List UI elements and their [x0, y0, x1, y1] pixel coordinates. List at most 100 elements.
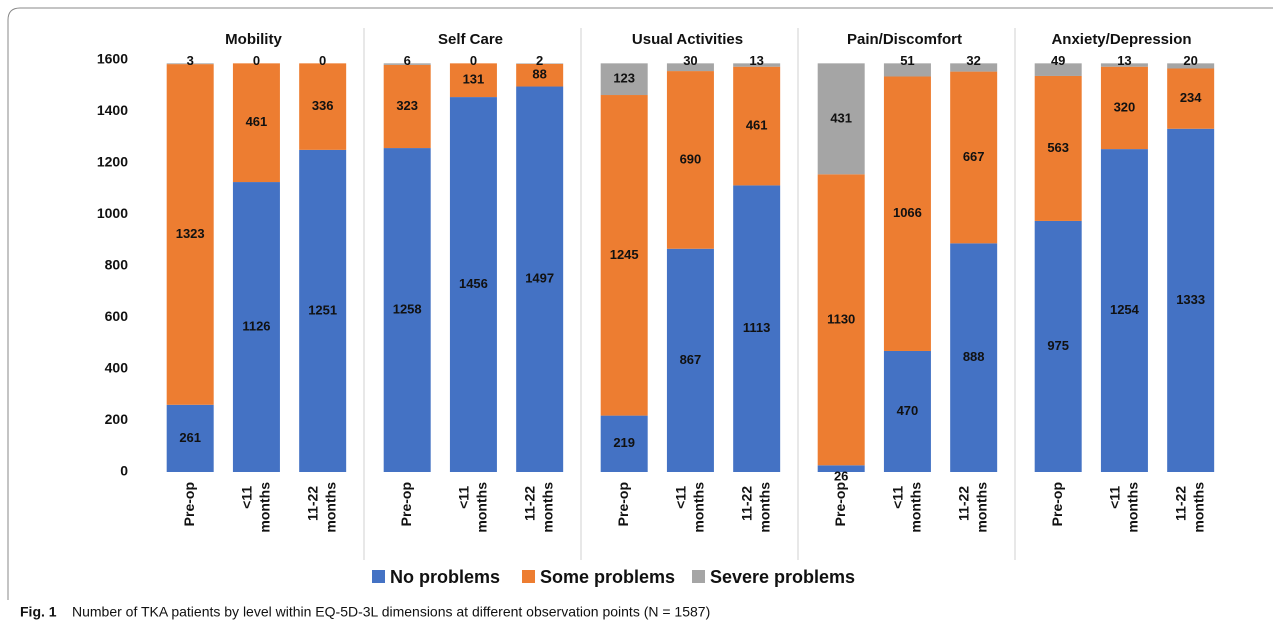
value-label: 51 — [900, 53, 914, 68]
panel-title: Pain/Discomfort — [847, 31, 962, 48]
bar-segment — [883, 350, 931, 472]
x-tick-label: 11-22 months — [521, 482, 555, 533]
caption-label: Fig. 1 — [20, 604, 57, 620]
value-label: 690 — [680, 151, 702, 166]
y-tick-label: 400 — [105, 360, 129, 376]
bar-segment — [1167, 128, 1215, 472]
bar-segment — [383, 64, 431, 149]
value-label: 867 — [680, 352, 702, 367]
bar-segment — [1100, 66, 1148, 150]
value-label: 1323 — [176, 226, 205, 241]
y-tick-label: 1400 — [97, 102, 128, 118]
value-label: 323 — [396, 98, 418, 113]
bar-segment — [516, 63, 564, 64]
x-tick-label: Pre-op — [615, 482, 631, 526]
x-tick-label: <11 months — [238, 482, 272, 533]
x-tick-label: <11 months — [672, 482, 706, 533]
bar-segment — [1100, 63, 1148, 67]
value-label: 20 — [1183, 53, 1197, 68]
bar-segment — [817, 174, 865, 466]
value-label: 336 — [312, 98, 334, 113]
y-tick-label: 0 — [120, 463, 128, 479]
frame — [7, 7, 1273, 600]
legend-label: Some problems — [540, 567, 675, 587]
y-tick-label: 1200 — [97, 154, 128, 170]
bar-segment — [1034, 220, 1082, 472]
legend-swatch — [692, 570, 705, 583]
bar-segment — [383, 148, 431, 472]
value-label: 1251 — [308, 302, 337, 317]
bar-segment — [600, 95, 648, 416]
bar-segment — [817, 63, 865, 175]
value-label: 0 — [470, 53, 477, 68]
bar-segment — [1167, 68, 1215, 129]
value-label: 32 — [966, 53, 980, 68]
bar-segment — [666, 63, 714, 72]
bar-segment — [883, 63, 931, 77]
value-label: 667 — [963, 149, 985, 164]
bar-segment — [733, 66, 781, 186]
value-label: 26 — [834, 468, 848, 483]
value-label: 13 — [749, 53, 763, 68]
y-tick-label: 1600 — [97, 51, 128, 67]
value-label: 563 — [1047, 140, 1069, 155]
bar-segment — [232, 182, 280, 472]
value-label: 6 — [404, 53, 411, 68]
bar-segment — [516, 63, 564, 87]
bar-segment — [383, 63, 431, 65]
bar-segment — [299, 63, 347, 150]
value-label: 30 — [683, 53, 697, 68]
value-label: 470 — [897, 403, 919, 418]
value-label: 88 — [532, 67, 546, 82]
value-label: 234 — [1180, 90, 1202, 105]
bar-segment — [666, 248, 714, 472]
legend-label: Severe problems — [710, 567, 855, 587]
value-label: 49 — [1051, 53, 1065, 68]
bar-segment — [817, 465, 865, 472]
bar-segment — [1167, 63, 1215, 69]
y-tick-label: 600 — [105, 308, 129, 324]
value-label: 2 — [536, 53, 543, 68]
x-tick-label: <11 months — [455, 482, 489, 533]
x-tick-label: 11-22 months — [1172, 482, 1206, 533]
y-tick-label: 1000 — [97, 205, 128, 221]
value-label: 1130 — [827, 311, 855, 326]
legend-label: No problems — [390, 567, 500, 587]
value-label: 261 — [179, 430, 201, 445]
bar-segment — [1034, 75, 1082, 221]
value-label: 1258 — [393, 301, 422, 316]
panel-title: Anxiety/Depression — [1051, 31, 1191, 48]
bar-segment — [950, 63, 998, 72]
value-label: 131 — [463, 72, 485, 87]
bar-segment — [600, 415, 648, 472]
value-label: 1066 — [893, 205, 922, 220]
x-tick-label: 11-22 months — [304, 482, 338, 533]
bar-segment — [950, 243, 998, 472]
value-label: 0 — [319, 53, 326, 68]
bar-segment — [166, 63, 214, 65]
bar-segment — [166, 404, 214, 472]
value-label: 1333 — [1176, 292, 1205, 307]
caption-text: Number of TKA patients by level within E… — [72, 604, 710, 620]
bar-segment — [449, 63, 497, 98]
value-label: 219 — [613, 435, 635, 450]
x-tick-label: Pre-op — [832, 482, 848, 526]
value-label: 431 — [830, 110, 852, 125]
value-label: 1497 — [525, 271, 554, 286]
value-label: 0 — [253, 53, 260, 68]
value-label: 13 — [1117, 53, 1131, 68]
bar-segment — [950, 71, 998, 244]
x-tick-label: <11 months — [889, 482, 923, 533]
value-label: 888 — [963, 349, 985, 364]
legend-swatch — [372, 570, 385, 583]
value-label: 975 — [1047, 338, 1069, 353]
x-tick-label: Pre-op — [181, 482, 197, 526]
bar-segment — [666, 71, 714, 249]
x-tick-label: Pre-op — [398, 482, 414, 526]
bar-segment — [516, 86, 564, 473]
x-tick-label: <11 months — [1106, 482, 1140, 533]
bar-segment — [733, 185, 781, 472]
value-label: 1126 — [242, 318, 270, 333]
value-label: 320 — [1114, 99, 1136, 114]
